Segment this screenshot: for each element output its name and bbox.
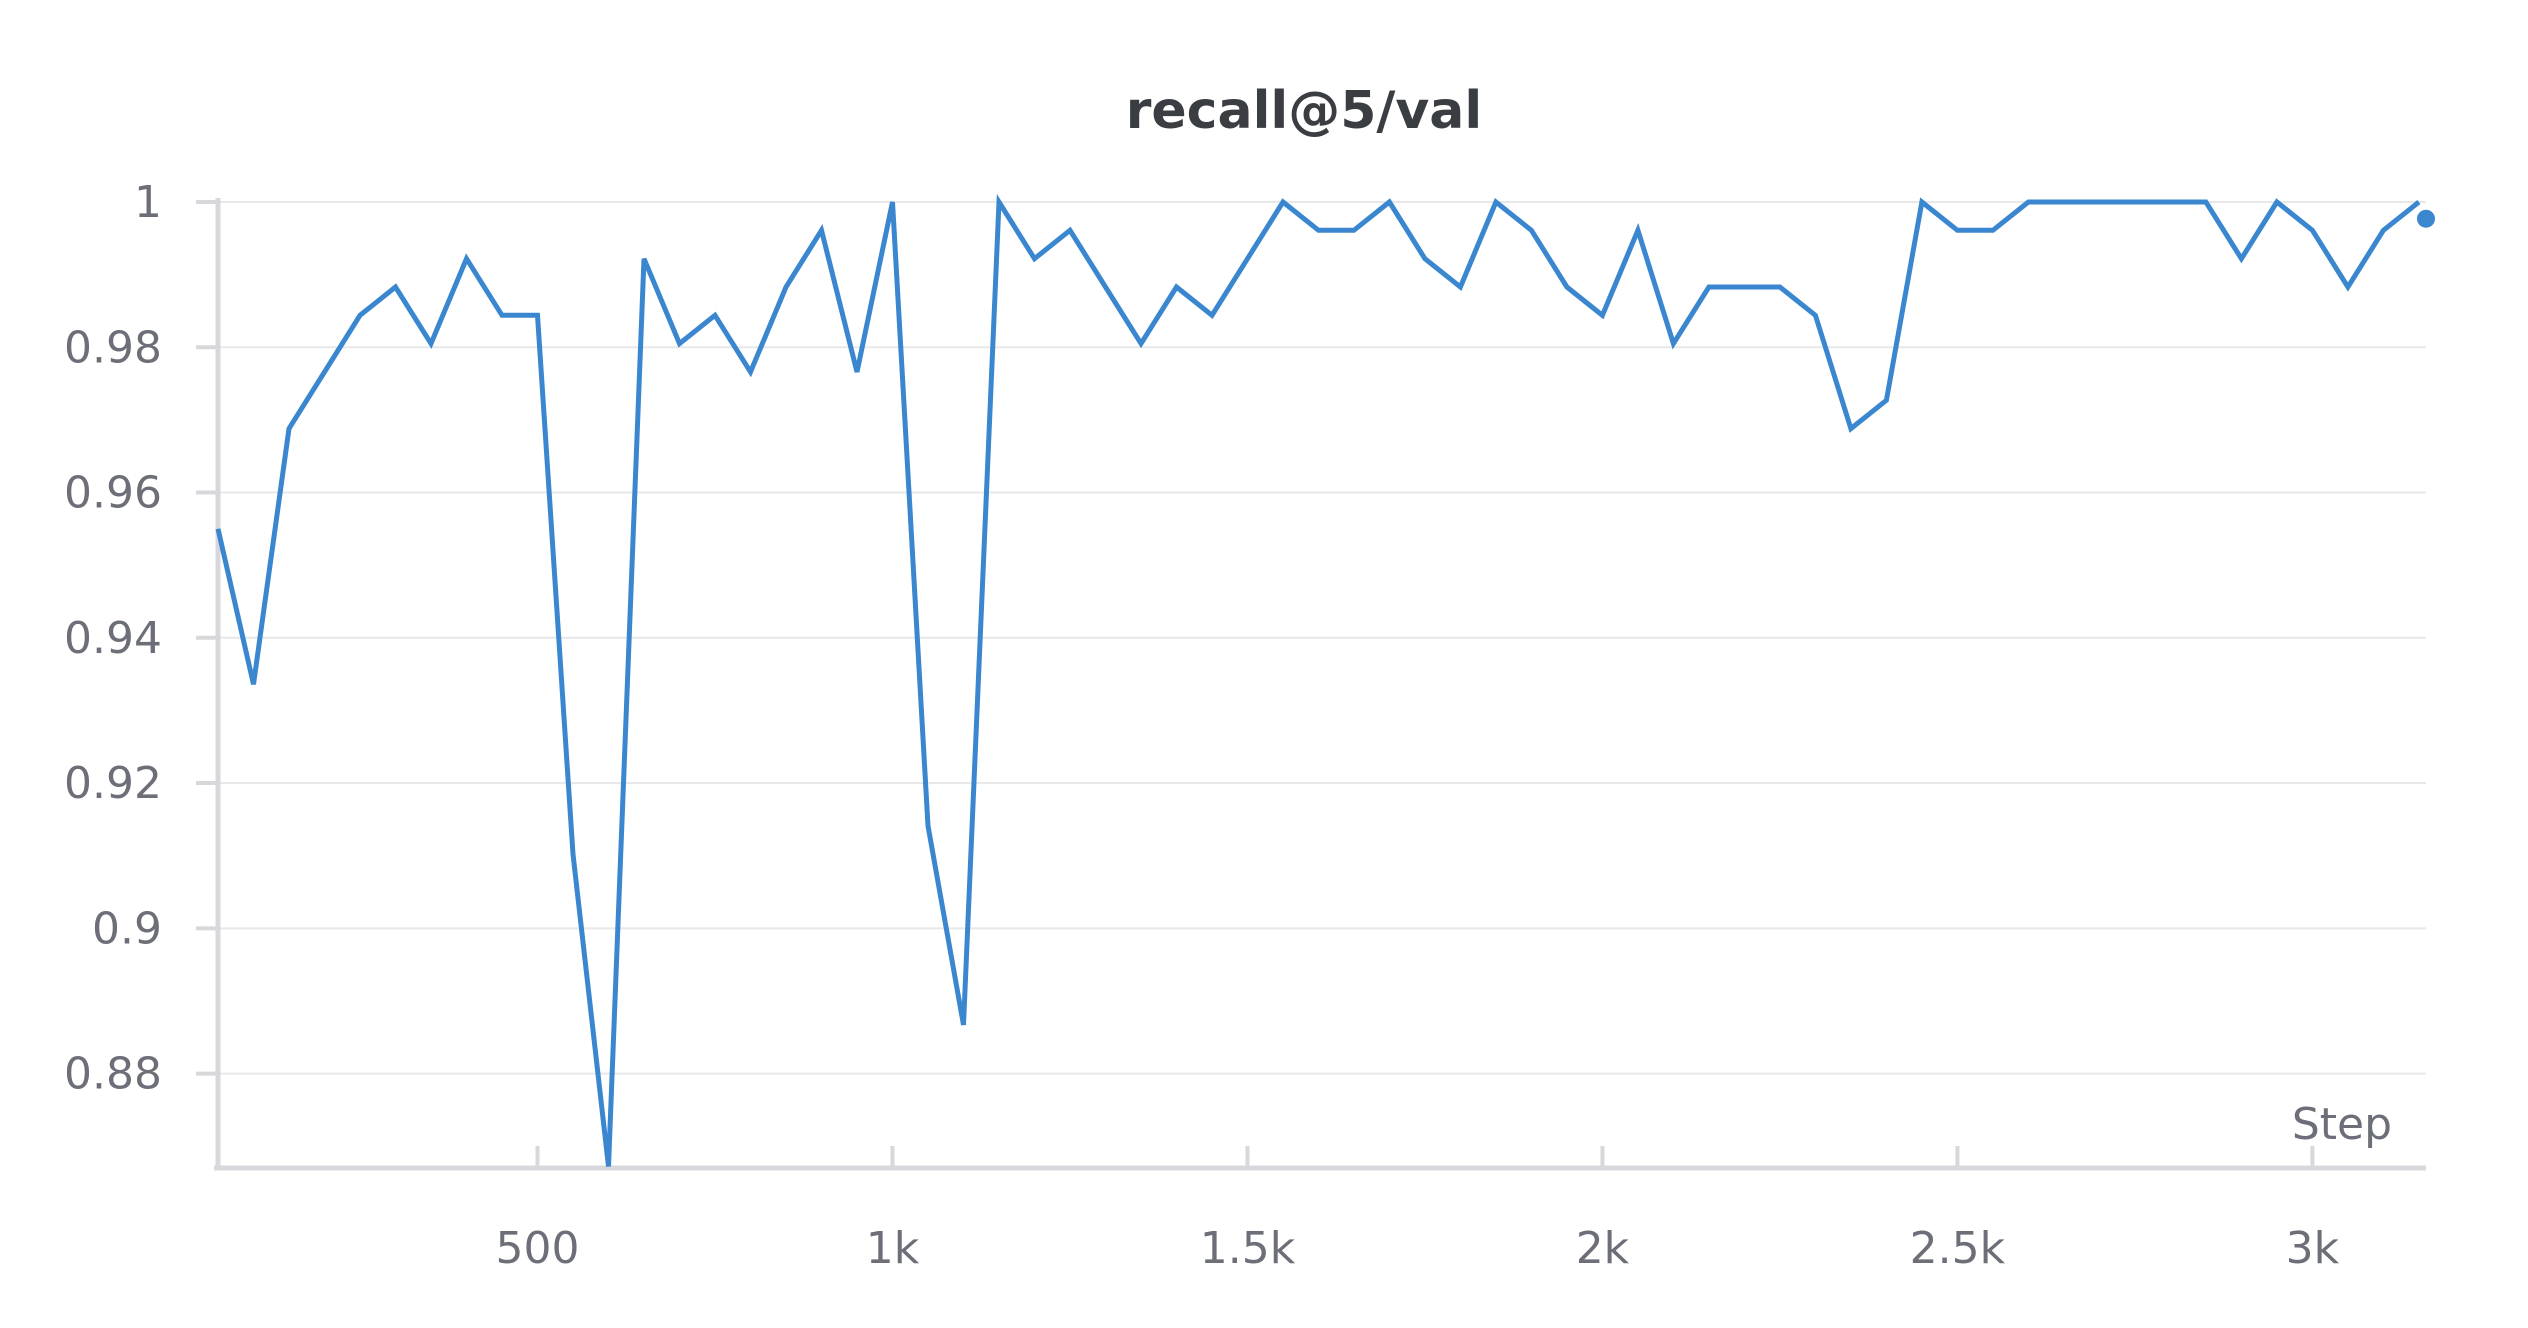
y-tick-label: 0.88 (64, 1049, 162, 1100)
y-axis-ticks: 0.88 0.9 0.92 0.94 0.96 0.98 1 (64, 177, 218, 1100)
y-tick-label: 1 (134, 177, 162, 228)
y-tick-label: 0.92 (64, 758, 162, 809)
y-tick-label: 0.96 (64, 468, 162, 519)
y-tick-label: 0.94 (64, 613, 162, 664)
x-tick-label: 500 (495, 1223, 579, 1274)
x-tick-label: 1k (866, 1223, 920, 1274)
series-line (215, 193, 2421, 1167)
chart-title: recall@5/val (1126, 81, 1482, 141)
x-tick-label: 2.5k (1910, 1223, 2006, 1274)
y-tick-label: 0.98 (64, 322, 162, 373)
y-tick-label: 0.9 (92, 903, 162, 954)
x-axis-label: Step (2292, 1099, 2392, 1150)
series-layer (215, 193, 2435, 1167)
x-tick-label: 1.5k (1200, 1223, 1296, 1274)
x-tick-label: 3k (2286, 1223, 2340, 1274)
last-point-marker (2417, 209, 2435, 228)
x-axis-ticks: 500 1k 1.5k 2k 2.5k 3k (495, 1146, 2340, 1274)
grid-lines (218, 201, 2426, 1075)
axes (214, 198, 2426, 1171)
x-tick-label: 2k (1576, 1223, 1630, 1274)
